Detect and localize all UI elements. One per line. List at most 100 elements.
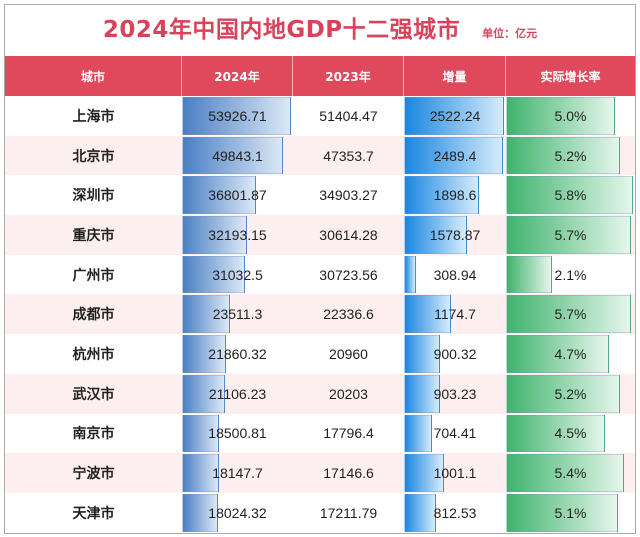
cell-value: 1578.87 (429, 226, 481, 243)
cell-value: 47353.7 (323, 147, 374, 164)
table-row: 宁波市 18147.7 17146.6 1001.1 5.4% (5, 453, 635, 493)
cell-gdp-2024: 49843.1 (182, 136, 293, 176)
cell-value: 17146.6 (323, 465, 374, 482)
data-bar (506, 374, 620, 413)
table-row: 南京市 18500.81 17796.4 704.41 4.5% (5, 414, 635, 454)
cell-gdp-2023: 17211.79 (293, 493, 404, 533)
page-title: 2024年中国内地GDP十二强城市 (102, 17, 461, 43)
cell-value: 1001.1 (433, 465, 477, 482)
cell-gdp-2024: 53926.71 (182, 96, 293, 136)
cell-value: 1898.6 (433, 187, 477, 204)
data-bar (506, 136, 620, 175)
cell-value: 2489.4 (433, 147, 477, 164)
table-row: 杭州市 21860.32 20960 900.32 4.7% (5, 334, 635, 374)
cell-growth-rate: 5.8% (506, 175, 635, 215)
cell-gdp-2024: 21860.32 (182, 334, 293, 374)
cell-gdp-2023: 20960 (293, 334, 404, 374)
cell-gdp-2023: 22336.6 (293, 294, 404, 334)
cell-city: 北京市 (5, 136, 182, 176)
cell-value: 704.41 (433, 425, 477, 442)
header-growth-rate: 实际增长率 (540, 69, 601, 84)
cell-increase: 1174.7 (404, 294, 506, 334)
data-bar (182, 414, 220, 453)
cell-value: 36801.87 (208, 187, 267, 204)
cell-value: 20203 (329, 385, 368, 402)
data-bar (182, 136, 283, 175)
table-row: 重庆市 32193.15 30614.28 1578.87 5.7% (5, 215, 635, 255)
data-bar (404, 136, 503, 175)
cell-growth-rate: 5.7% (506, 215, 635, 255)
cell-value: 903.23 (433, 385, 477, 402)
cell-value: 南京市 (72, 426, 115, 443)
data-bar (506, 255, 552, 294)
cell-value: 21860.32 (208, 345, 267, 362)
cell-value: 18500.81 (208, 425, 267, 442)
table-frame: 2024年中国内地GDP十二强城市 单位：亿元 城市 2024年 2023年 增量… (4, 4, 636, 534)
cell-increase: 903.23 (404, 374, 506, 414)
cell-increase: 2489.4 (404, 136, 506, 176)
cell-value: 21106.23 (208, 385, 267, 402)
cell-value: 30723.56 (319, 266, 378, 283)
cell-value: 32193.15 (208, 226, 267, 243)
cell-value: 17796.4 (323, 425, 374, 442)
cell-value: 宁波市 (72, 466, 115, 483)
cell-value: 北京市 (72, 148, 115, 165)
cell-value: 23511.3 (212, 306, 263, 323)
cell-growth-rate: 2.1% (506, 255, 635, 295)
header-city: 城市 (5, 56, 182, 96)
cell-increase: 1898.6 (404, 175, 506, 215)
cell-growth-rate: 5.0% (506, 96, 635, 136)
cell-gdp-2024: 32193.15 (182, 215, 293, 255)
cell-value: 天津市 (72, 505, 115, 522)
data-bar (182, 454, 219, 492)
cell-increase: 2522.24 (404, 96, 506, 136)
cell-city: 广州市 (5, 255, 182, 295)
data-bar (506, 414, 605, 453)
cell-value: 武汉市 (72, 386, 115, 403)
cell-gdp-2023: 17146.6 (293, 453, 404, 493)
data-bar (182, 176, 257, 215)
cell-value: 53926.71 (208, 107, 267, 124)
cell-growth-rate: 5.7% (506, 294, 635, 334)
data-bar (404, 454, 444, 492)
cell-gdp-2023: 34903.27 (293, 175, 404, 215)
table-body: 上海市 53926.71 51404.47 2522.24 5.0% 北京市 49843.1… (5, 96, 635, 533)
table-row: 北京市 49843.1 47353.7 2489.4 5.2% (5, 135, 635, 176)
cell-value: 4.5% (554, 425, 587, 442)
data-bar (404, 414, 432, 453)
cell-value: 重庆市 (72, 227, 115, 244)
table-row: 上海市 53926.71 51404.47 2522.24 5.0% (5, 96, 635, 136)
cell-value: 成都市 (72, 307, 115, 324)
data-bar (506, 454, 625, 492)
cell-city: 上海市 (5, 96, 182, 136)
data-bar (182, 255, 245, 294)
cell-value: 900.32 (433, 345, 477, 362)
cell-city: 天津市 (5, 493, 182, 533)
table-row: 广州市 31032.5 30723.56 308.94 2.1% (5, 255, 635, 295)
table-row: 武汉市 21106.23 20203 903.23 5.2% (5, 373, 635, 414)
data-bar (182, 374, 225, 413)
cell-city: 深圳市 (5, 175, 182, 215)
data-bar (182, 335, 227, 373)
cell-gdp-2023: 30614.28 (293, 215, 404, 255)
cell-value: 杭州市 (72, 346, 115, 363)
cell-increase: 704.41 (404, 414, 506, 454)
cell-increase: 308.94 (404, 255, 506, 295)
cell-growth-rate: 5.2% (506, 374, 635, 414)
data-bar (404, 255, 417, 294)
cell-value: 4.7% (554, 345, 587, 362)
cell-gdp-2024: 18147.7 (182, 453, 293, 493)
cell-value: 5.7% (554, 306, 587, 323)
cell-growth-rate: 5.4% (506, 453, 635, 493)
cell-value: 308.94 (433, 266, 477, 283)
cell-value: 18147.7 (212, 465, 263, 482)
cell-value: 深圳市 (72, 188, 115, 205)
cell-gdp-2024: 36801.87 (182, 175, 293, 215)
data-bar (404, 97, 504, 135)
data-bar (404, 493, 437, 532)
cell-value: 22336.6 (323, 306, 374, 323)
cell-gdp-2023: 47353.7 (293, 136, 404, 176)
data-bar (506, 295, 631, 334)
data-bar (182, 295, 230, 334)
cell-gdp-2023: 20203 (293, 374, 404, 414)
